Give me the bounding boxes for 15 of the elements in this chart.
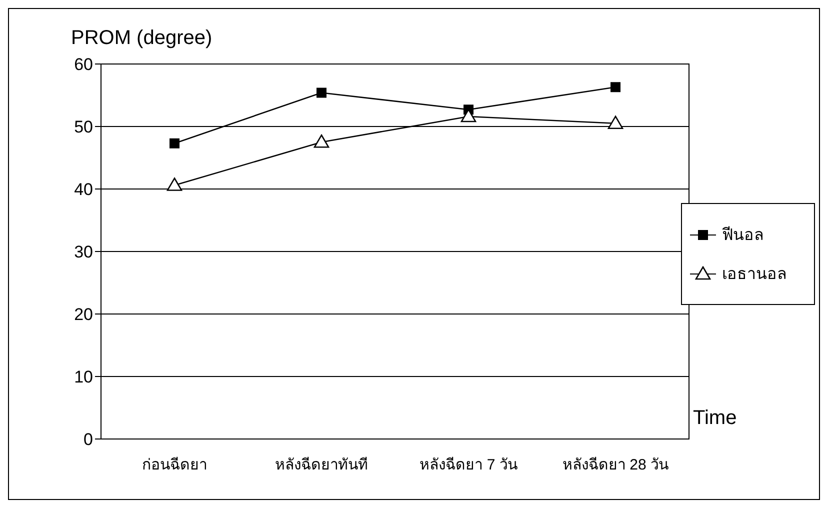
legend-label: ฟีนอล [722, 225, 764, 246]
y-tick-label: 20 [74, 305, 93, 324]
y-tick-label: 30 [74, 242, 93, 262]
x-axis-title: Time [693, 407, 737, 430]
x-tick-label: หลังฉีดยา 7 วัน [420, 456, 518, 474]
y-axis-title: PROM (degree) [71, 27, 212, 50]
x-tick-label: หลังฉีดยาทันที [275, 456, 368, 474]
y-tick-label: 10 [74, 368, 93, 387]
y-tick-label: 40 [74, 180, 93, 200]
x-tick-label: หลังฉีดยา 28 วัน [562, 456, 669, 474]
y-tick-label: 0 [84, 430, 93, 450]
y-tick-label: 50 [74, 118, 93, 137]
x-tick-label: ก่อนฉีดยา [142, 456, 207, 474]
legend-label: เอธานอล [722, 265, 787, 285]
y-tick-label: 60 [74, 55, 93, 74]
